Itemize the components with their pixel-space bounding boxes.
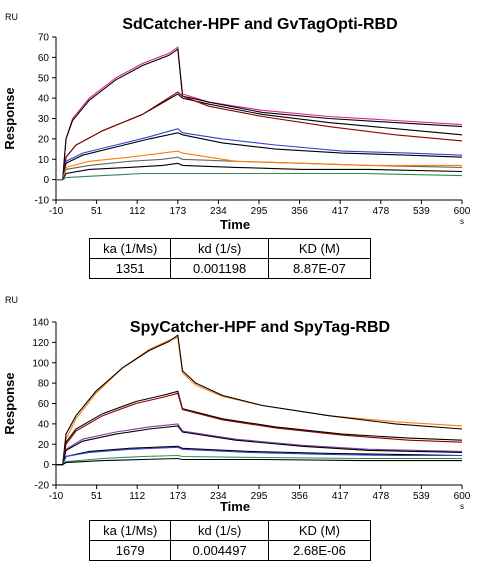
series-line-5: [56, 128, 463, 181]
x-unit-label: s: [460, 502, 464, 511]
kd-header: kd (1/s): [170, 520, 269, 541]
x-tick-label: 51: [91, 206, 103, 217]
series-line-6: [56, 425, 463, 466]
series-line-8: [56, 150, 462, 181]
kd-value: 0.001198: [170, 258, 269, 279]
series-line-9: [56, 162, 463, 181]
x-tick-label: 51: [91, 491, 103, 502]
y-tick-label: 140: [32, 318, 49, 329]
x-tick-label: -10: [49, 491, 64, 502]
ka-value: 1679: [88, 540, 172, 561]
y-unit-label: RU: [5, 12, 18, 22]
KD-header: KD (M): [267, 520, 372, 541]
x-tick-label: 234: [210, 206, 227, 217]
y-axis-label: Response: [2, 87, 17, 149]
x-tick-label: 417: [332, 206, 349, 217]
kd-value: 0.004497: [170, 540, 269, 561]
y-tick-label: 10: [38, 155, 50, 166]
y-tick-label: 100: [32, 358, 49, 369]
y-tick-label: 30: [38, 114, 50, 125]
y-tick-label: 20: [38, 440, 50, 451]
x-tick-label: 295: [251, 206, 268, 217]
series-line-8: [56, 446, 462, 466]
x-tick-label: 600: [454, 206, 471, 217]
y-tick-label: -20: [35, 481, 50, 492]
x-axis-label: Time: [220, 217, 250, 232]
y-tick-label: 70: [38, 33, 50, 44]
x-axis-label: Time: [220, 499, 250, 514]
x-tick-label: 295: [251, 491, 268, 502]
x-tick-label: 356: [291, 206, 308, 217]
x-tick-label: 112: [129, 491, 145, 502]
x-tick-label: 417: [332, 491, 349, 502]
y-tick-label: 0: [43, 460, 49, 471]
kinetics-table-2: ka (1/Ms) kd (1/s) KD (M) 1679 0.004497 …: [88, 520, 372, 561]
chart-title: SdCatcher-HPF and GvTagOpti-RBD: [122, 16, 397, 33]
ka-value: 1351: [88, 258, 172, 279]
series-line-3: [56, 93, 463, 181]
x-tick-label: 112: [129, 206, 145, 217]
x-tick-label: -10: [49, 206, 64, 217]
series-line-10: [56, 172, 463, 181]
y-tick-label: 20: [38, 134, 50, 145]
y-tick-label: 0: [43, 175, 49, 186]
kinetics-header-row: ka (1/Ms) kd (1/s) KD (M): [88, 520, 372, 541]
chart-title: SpyCatcher-HPF and SpyTag-RBD: [130, 319, 390, 336]
y-unit-label: RU: [5, 295, 18, 305]
y-tick-label: -10: [35, 196, 50, 207]
series-line-4: [56, 91, 463, 181]
y-tick-label: 40: [38, 419, 50, 430]
x-tick-label: 539: [413, 206, 430, 217]
series-line-2: [56, 334, 463, 466]
x-unit-label: s: [460, 217, 464, 226]
x-tick-label: 478: [372, 206, 389, 217]
KD-value: 8.87E-07: [267, 258, 372, 279]
series-line-4: [56, 392, 463, 466]
x-tick-label: 173: [169, 206, 186, 217]
chart-1: -10 0 10 20 30 40 50 60 70 -10 51 112 173 234 295 356 41…: [2, 12, 471, 232]
x-tick-label: 356: [291, 491, 308, 502]
series-line-6: [56, 132, 463, 181]
x-tick-label: 539: [413, 491, 430, 502]
ka-header: ka (1/Ms): [88, 520, 172, 541]
y-tick-label: 60: [38, 53, 50, 64]
KD-value: 2.68E-06: [267, 540, 372, 561]
y-axis-label: Response: [2, 372, 17, 434]
y-tick-label: 80: [38, 379, 50, 390]
KD-header: KD (M): [267, 238, 372, 259]
y-tick-label: 120: [32, 338, 49, 349]
x-tick-label: 478: [372, 491, 389, 502]
series-line-3: [56, 390, 463, 466]
series-line-1: [56, 336, 463, 466]
kinetics-header-row: ka (1/Ms) kd (1/s) KD (M): [88, 238, 372, 259]
kinetics-value-row: 1679 0.004497 2.68E-06: [88, 540, 372, 561]
y-tick-label: 40: [38, 94, 50, 105]
y-tick-label: 60: [38, 399, 50, 410]
ka-header: ka (1/Ms): [88, 238, 172, 259]
chart-2: -20 0 20 40 60 80 100 120 140 -10 51 112 173 234 295 35…: [2, 295, 471, 514]
kinetics-table-1: ka (1/Ms) kd (1/s) KD (M) 1351 0.001198 …: [88, 238, 372, 279]
x-tick-label: 173: [169, 491, 186, 502]
kinetics-value-row: 1351 0.001198 8.87E-07: [88, 258, 372, 279]
y-tick-label: 50: [38, 73, 50, 84]
series-line-10: [56, 457, 462, 466]
x-tick-label: 600: [454, 491, 471, 502]
kd-header: kd (1/s): [170, 238, 269, 259]
x-tick-label: 234: [210, 491, 227, 502]
series-line-2: [56, 48, 463, 181]
